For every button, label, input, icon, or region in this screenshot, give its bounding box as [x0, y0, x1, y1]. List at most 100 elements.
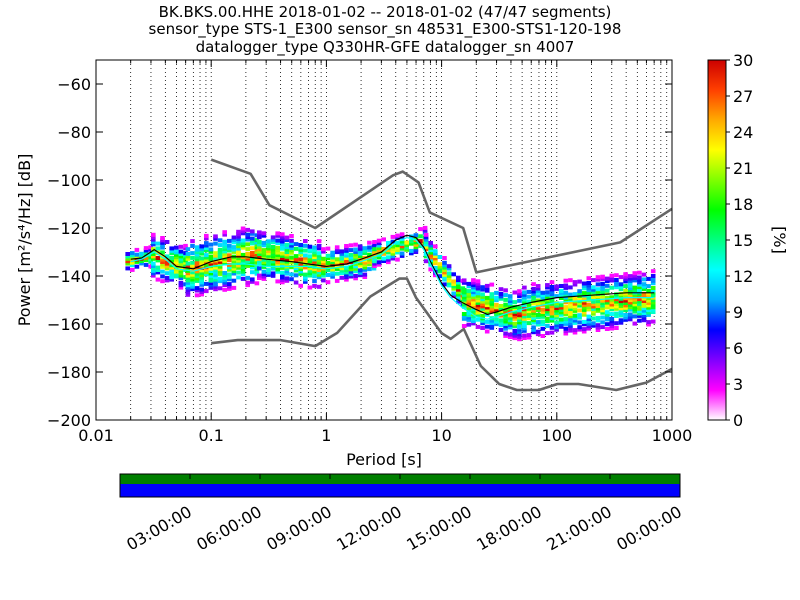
- heatmap-cell: [289, 250, 294, 255]
- heatmap-cell: [183, 251, 188, 256]
- heatmap-cell: [183, 253, 188, 258]
- heatmap-cell: [245, 283, 250, 288]
- heatmap-cell: [498, 328, 504, 332]
- heatmap-cell: [151, 266, 156, 271]
- heatmap-cell: [194, 257, 200, 262]
- heatmap-cell: [199, 290, 204, 294]
- heatmap-cell: [190, 267, 195, 272]
- heatmap-cell: [632, 309, 638, 314]
- heatmap-cell: [484, 307, 490, 312]
- heatmap-cell: [130, 253, 135, 258]
- heatmap-cell: [348, 243, 354, 248]
- heatmap-cell: [160, 243, 165, 248]
- heatmap-cell: [307, 249, 313, 254]
- heatmap-cell: [507, 332, 513, 337]
- heatmap-cell: [325, 261, 331, 265]
- heatmap-cell: [270, 247, 276, 252]
- heatmap-cell: [554, 306, 559, 311]
- heatmap-cell: [204, 281, 209, 286]
- heatmap-cell: [517, 298, 522, 303]
- heatmap-cell: [348, 264, 354, 269]
- heatmap-cell: [284, 266, 290, 271]
- heatmap-cell: [217, 252, 223, 257]
- heatmap-cell: [185, 252, 191, 256]
- heatmap-cell: [307, 247, 313, 252]
- heatmap-cell: [316, 272, 322, 277]
- colorbar-tick-label: 21: [733, 159, 753, 178]
- heatmap-cell: [471, 314, 476, 319]
- heatmap-cell: [618, 299, 624, 304]
- colorbar-tick-label: 27: [733, 87, 753, 106]
- heatmap-cell: [456, 280, 461, 285]
- heatmap-cell: [461, 304, 467, 309]
- heatmap-cell: [609, 319, 615, 324]
- heatmap-cell: [577, 279, 582, 284]
- heatmap-cell: [257, 254, 262, 259]
- heatmap-cell: [250, 270, 255, 275]
- heatmap-cell: [572, 304, 578, 309]
- colorbar-tick-label: 30: [733, 51, 753, 70]
- heatmap-cell: [600, 320, 605, 325]
- heatmap-cell: [236, 251, 241, 256]
- heatmap-cell: [586, 302, 592, 307]
- heatmap-cell: [330, 269, 335, 274]
- heatmap-cell: [222, 261, 227, 266]
- heatmap-cell: [183, 260, 188, 265]
- heatmap-cell: [178, 271, 184, 276]
- heatmap-cell: [254, 233, 260, 238]
- heatmap-cell: [604, 305, 610, 310]
- heatmap-cell: [489, 292, 495, 297]
- heatmap-cell: [489, 297, 495, 301]
- heatmap-cell: [386, 245, 391, 250]
- heatmap-cell: [422, 230, 428, 235]
- y-tick-label: −200: [47, 411, 91, 430]
- heatmap-cell: [321, 271, 326, 276]
- heatmap-cell: [155, 251, 161, 256]
- heatmap-cell: [254, 250, 260, 255]
- heatmap-cell: [623, 308, 628, 313]
- heatmap-cell: [372, 242, 377, 247]
- heatmap-cell: [600, 305, 605, 310]
- heatmap-cell: [600, 303, 605, 308]
- curves: [130, 158, 673, 392]
- heatmap-cell: [178, 276, 184, 280]
- heatmap-cell: [164, 276, 170, 280]
- heatmap-cell: [289, 258, 294, 262]
- colorbar-tick-label: 3: [733, 375, 743, 394]
- heatmap-cell: [208, 281, 214, 285]
- heatmap-cell: [155, 265, 161, 270]
- heatmap-cell: [609, 295, 615, 300]
- heatmap-cell: [270, 245, 276, 249]
- heatmap-cell: [266, 248, 271, 253]
- heatmap-cell: [512, 314, 518, 319]
- heatmap-cell: [204, 262, 209, 267]
- heatmap-cell: [650, 274, 656, 278]
- heatmap-cell: [213, 260, 218, 265]
- heatmap-cell: [217, 262, 223, 267]
- heatmap-cell: [471, 292, 476, 297]
- heatmap-cell: [650, 300, 656, 305]
- heatmap-cell: [293, 280, 299, 285]
- heatmap-cell: [623, 289, 628, 293]
- heatmap-cell: [535, 329, 541, 334]
- heatmap-cell: [641, 294, 647, 299]
- heatmap-cell: [471, 316, 476, 321]
- heatmap-cell: [316, 268, 322, 272]
- heatmap-cell: [577, 296, 582, 301]
- heatmap-cell: [231, 245, 237, 250]
- heatmap-cell: [461, 316, 467, 321]
- heatmap-cell: [554, 322, 559, 327]
- heatmap-cell: [330, 260, 335, 265]
- heatmap-cell: [254, 281, 260, 286]
- heatmap-cell: [650, 307, 656, 312]
- heatmap-cell: [125, 266, 130, 271]
- heatmap-cell: [178, 256, 184, 261]
- heatmap-cell: [357, 251, 363, 256]
- heatmap-cell: [475, 317, 481, 322]
- heatmap-cell: [348, 255, 354, 260]
- heatmap-cell: [423, 232, 429, 237]
- colorbar: [707, 59, 727, 421]
- heatmap-cell: [535, 293, 541, 298]
- heatmap-cell: [231, 266, 237, 271]
- heatmap-cell: [451, 291, 456, 296]
